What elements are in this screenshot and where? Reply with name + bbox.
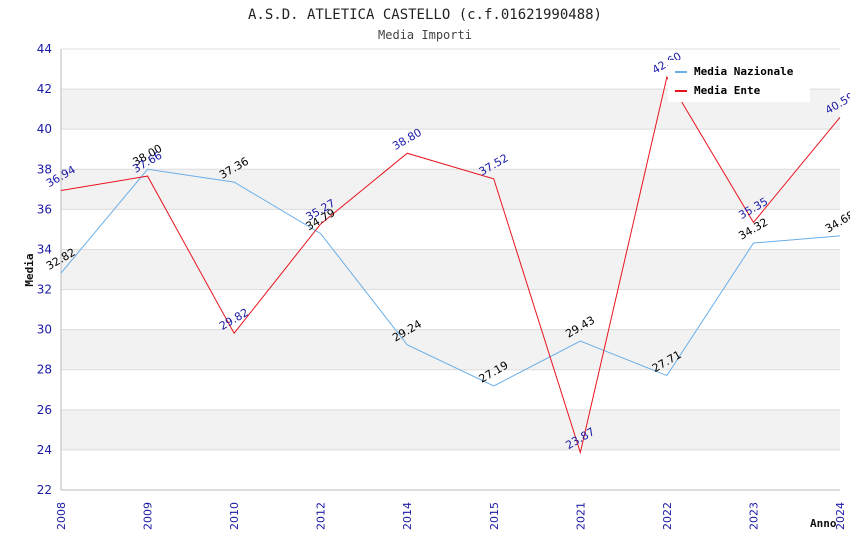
series-line-nazionale	[60, 168, 841, 387]
series-lines	[60, 75, 841, 455]
x-tick-label: 2021	[574, 502, 587, 530]
legend-box	[668, 60, 810, 102]
y-tick-label: 36	[37, 202, 52, 216]
y-tick-label: 38	[37, 162, 52, 176]
grid-band	[61, 169, 840, 210]
axes	[60, 49, 840, 491]
x-tick-label: 2008	[55, 502, 68, 530]
series-line-ente	[60, 75, 841, 455]
y-tick-label: 44	[37, 42, 52, 56]
chart-title: A.S.D. ATLETICA CASTELLO (c.f.0162199048…	[248, 7, 602, 23]
y-tick-label: 42	[37, 82, 52, 96]
data-label: 38.80	[390, 126, 424, 153]
legend-label-ente: Media Ente	[694, 84, 761, 97]
x-tick-labels: 2008 2009 2010 2012 2014 2015 2021 2022 2023 2024	[55, 502, 847, 530]
chart-subtitle: Media Importi	[378, 28, 472, 42]
y-tick-label: 40	[37, 122, 52, 136]
y-tick-label: 34	[37, 242, 52, 256]
grid-bands	[61, 89, 840, 450]
y-tick-label: 30	[37, 323, 52, 337]
x-tick-label: 2024	[834, 502, 847, 530]
y-tick-label: 26	[37, 403, 52, 417]
legend: Media Nazionale Media Ente	[668, 60, 810, 102]
legend-label-nazionale: Media Nazionale	[694, 65, 794, 78]
x-tick-label: 2022	[661, 502, 674, 530]
x-tick-label: 2009	[142, 502, 155, 530]
data-label: 29.82	[217, 306, 251, 333]
y-tick-label: 22	[37, 483, 52, 497]
grid-band	[61, 409, 840, 450]
data-label: 34.68	[823, 208, 850, 235]
grid-band	[61, 249, 840, 290]
x-tick-label: 2012	[315, 502, 328, 530]
y-axis-label: Media	[23, 253, 36, 286]
y-tick-label: 28	[37, 363, 52, 377]
x-tick-label: 2010	[228, 502, 241, 530]
x-tick-label: 2015	[488, 502, 501, 530]
x-tick-label: 2014	[401, 502, 414, 530]
x-axis-label: Anno	[810, 517, 837, 530]
y-tick-label: 24	[37, 443, 52, 457]
y-tick-labels: 22 24 26 28 30 32 34 36 38 40 42 44	[37, 42, 52, 497]
x-tick-label: 2023	[747, 502, 760, 530]
y-tick-label: 32	[37, 283, 52, 297]
grid-band	[61, 329, 840, 370]
